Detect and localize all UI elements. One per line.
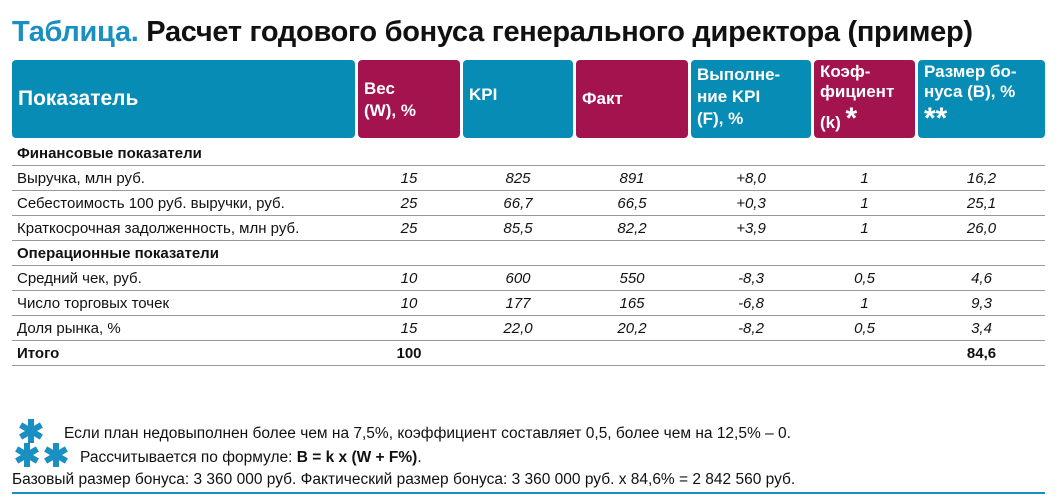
table-row: Средний чек, руб. 10 600 550 -8,3 0,5 4,6 <box>12 266 1045 291</box>
indicator-name: Выручка, млн руб. <box>17 170 145 187</box>
completion-cell: +3,9 <box>736 220 766 237</box>
double-asterisk-icon <box>15 443 68 467</box>
fact-cell: 66,5 <box>617 195 647 212</box>
fact-cell: 20,2 <box>617 320 647 337</box>
total-bonus: 84,6 <box>966 345 997 362</box>
divider <box>12 492 1045 494</box>
section-title: Операционные показатели <box>17 245 219 262</box>
indicator-name: Себестоимость 100 руб. выручки, руб. <box>17 195 285 212</box>
header-kpi: KPI <box>463 60 573 138</box>
weight-cell: 10 <box>400 295 418 312</box>
bonus-cell: 3,4 <box>971 320 992 337</box>
completion-cell: -8,2 <box>738 320 764 337</box>
table-row: Выручка, млн руб. 15 825 891 +8,0 1 16,2 <box>12 166 1045 191</box>
kpi-cell: 66,7 <box>503 195 533 212</box>
kpi-cell: 22,0 <box>503 320 533 337</box>
fact-cell: 82,2 <box>617 220 647 237</box>
completion-cell: -8,3 <box>738 270 764 287</box>
kpi-cell: 600 <box>505 270 531 287</box>
bonus-cell: 16,2 <box>966 170 997 187</box>
note-2: Рассчитывается по формуле: B = k x (W + … <box>80 449 422 466</box>
coefficient-cell: 0,5 <box>854 320 875 337</box>
note-3: Базовый размер бонуса: 3 360 000 руб. Фа… <box>12 471 796 488</box>
fact-cell: 891 <box>619 170 645 187</box>
total-row: Итого 100 84,6 <box>12 341 1045 366</box>
table-row: Краткосрочная задолженность, млн руб. 25 8… <box>12 216 1045 241</box>
indicator-name: Средний чек, руб. <box>17 270 142 287</box>
double-asterisk-icon: ** <box>924 102 948 135</box>
section-title: Финансовые показатели <box>17 145 202 162</box>
bonus-cell: 25,1 <box>966 195 997 212</box>
completion-cell: -6,8 <box>738 295 764 312</box>
header-bonus: Размер бо-нуса (B), % ** <box>918 60 1045 138</box>
note-1: Если план недовыполнен более чем на 7,5%… <box>64 425 791 442</box>
coefficient-cell: 1 <box>860 195 869 212</box>
bonus-cell: 4,6 <box>971 270 992 287</box>
indicator-name: Число торговых точек <box>17 295 170 312</box>
weight-cell: 15 <box>400 320 418 337</box>
bonus-cell: 26,0 <box>966 220 997 237</box>
weight-cell: 15 <box>400 170 418 187</box>
weight-cell: 25 <box>400 195 418 212</box>
header-completion: Выполне-ние KPI (F), % <box>691 60 811 138</box>
kpi-cell: 825 <box>505 170 531 187</box>
page-title: Таблица. Расчет годового бонуса генераль… <box>12 16 973 48</box>
kpi-cell: 177 <box>505 295 531 312</box>
header-coefficient: Коэф-фициент (k) * <box>814 60 915 138</box>
bonus-cell: 9,3 <box>971 295 992 312</box>
table-row: Доля рынка, % 15 22,0 20,2 -8,2 0,5 3,4 <box>12 316 1045 341</box>
table-row: Число торговых точек 10 177 165 -6,8 1 9,3 <box>12 291 1045 316</box>
kpi-cell: 85,5 <box>503 220 533 237</box>
table-row: Себестоимость 100 руб. выручки, руб. 25 66… <box>12 191 1045 216</box>
indicator-name: Доля рынка, % <box>17 320 121 337</box>
coefficient-cell: 1 <box>860 170 869 187</box>
asterisk-icon <box>19 419 43 443</box>
total-label: Итого <box>17 345 60 362</box>
completion-cell: +0,3 <box>736 195 766 212</box>
fact-cell: 550 <box>619 270 645 287</box>
section-header: Финансовые показатели <box>12 141 1045 166</box>
indicator-name: Краткосрочная задолженность, млн руб. <box>17 220 300 237</box>
header-fact: Факт <box>576 60 688 138</box>
section-header: Операционные показатели <box>12 241 1045 266</box>
coefficient-cell: 1 <box>860 295 869 312</box>
weight-cell: 25 <box>400 220 418 237</box>
coefficient-cell: 1 <box>860 220 869 237</box>
completion-cell: +8,0 <box>736 170 766 187</box>
asterisk-icon: * <box>845 102 858 135</box>
total-weight: 100 <box>396 345 422 362</box>
header-indicator: Показатель <box>12 60 355 138</box>
coefficient-cell: 0,5 <box>854 270 875 287</box>
header-weight: Вес (W), % <box>358 60 460 138</box>
weight-cell: 10 <box>400 270 418 287</box>
fact-cell: 165 <box>619 295 645 312</box>
